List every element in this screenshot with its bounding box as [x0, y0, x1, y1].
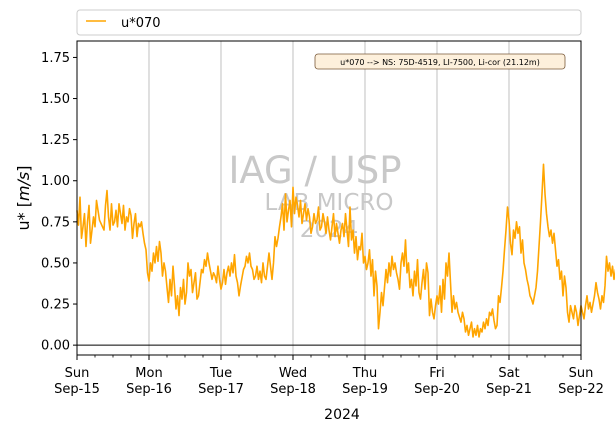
y-tick-label: 1.00: [41, 174, 70, 189]
x-tick-label-date: Sep-19: [342, 382, 388, 397]
y-axis-title: u* [m/s]: [14, 165, 33, 230]
x-tick-label-day: Mon: [135, 366, 162, 381]
x-tick-label-date: Sep-20: [414, 382, 460, 397]
x-tick-label-day: Sun: [569, 366, 594, 381]
y-tick-label: 0.25: [41, 298, 70, 313]
annotation-frame: [314, 53, 566, 70]
y-tick-label: 0.00: [41, 339, 70, 354]
y-tick-label: 1.25: [41, 133, 70, 148]
y-tick-label: 1.50: [41, 92, 70, 107]
x-tick-label-date: Sep-17: [198, 382, 244, 397]
x-tick-label-day: Fri: [429, 366, 445, 381]
watermark-line-2: LAB MICRO: [265, 190, 394, 216]
x-tick-label-date: Sep-18: [270, 382, 316, 397]
y-tick-label: 0.50: [41, 256, 70, 271]
annotation-text: u*070 --> NS: 75D-4519, LI-7500, Li-cor …: [340, 58, 540, 67]
x-tick-label-date: Sep-21: [486, 382, 532, 397]
y-axis-title-unit: m/s: [14, 172, 33, 201]
legend: u*070: [76, 9, 582, 36]
legend-label: u*070: [121, 16, 161, 31]
y-axis: 0.00 0.25 0.50 0.75 1.00 1.25 1.50 1.75: [41, 51, 77, 354]
x-axis-title: 2024: [324, 407, 360, 423]
x-tick-label-date: Sep-22: [558, 382, 604, 397]
plot-area: IAG / USP LAB MICRO 2024 u*070 --> NS: 7…: [76, 40, 615, 356]
annotation-box: u*070 --> NS: 75D-4519, LI-7500, Li-cor …: [314, 53, 566, 70]
x-tick-label-day: Tue: [209, 366, 232, 381]
vertical-gridlines: [148, 41, 510, 355]
x-tick-label-day: Sun: [65, 366, 90, 381]
x-tick-label-day: Sat: [498, 366, 519, 381]
series-line-u070: [76, 163, 615, 338]
watermark-line-1: IAG / USP: [228, 149, 401, 192]
y-axis-title-main: u* [: [14, 201, 33, 230]
x-tick-label-day: Thu: [352, 366, 377, 381]
y-axis-title-close: ]: [14, 165, 33, 171]
x-tick-label-date: Sep-16: [126, 382, 172, 397]
y-tick-label: 0.75: [41, 215, 70, 230]
x-axis: SunSep-15MonSep-16TueSep-17WedSep-18ThuS…: [54, 355, 604, 397]
y-tick-label: 1.75: [41, 51, 70, 66]
x-tick-label-date: Sep-15: [54, 382, 100, 397]
x-tick-label-day: Wed: [279, 366, 307, 381]
legend-frame: [76, 9, 582, 36]
